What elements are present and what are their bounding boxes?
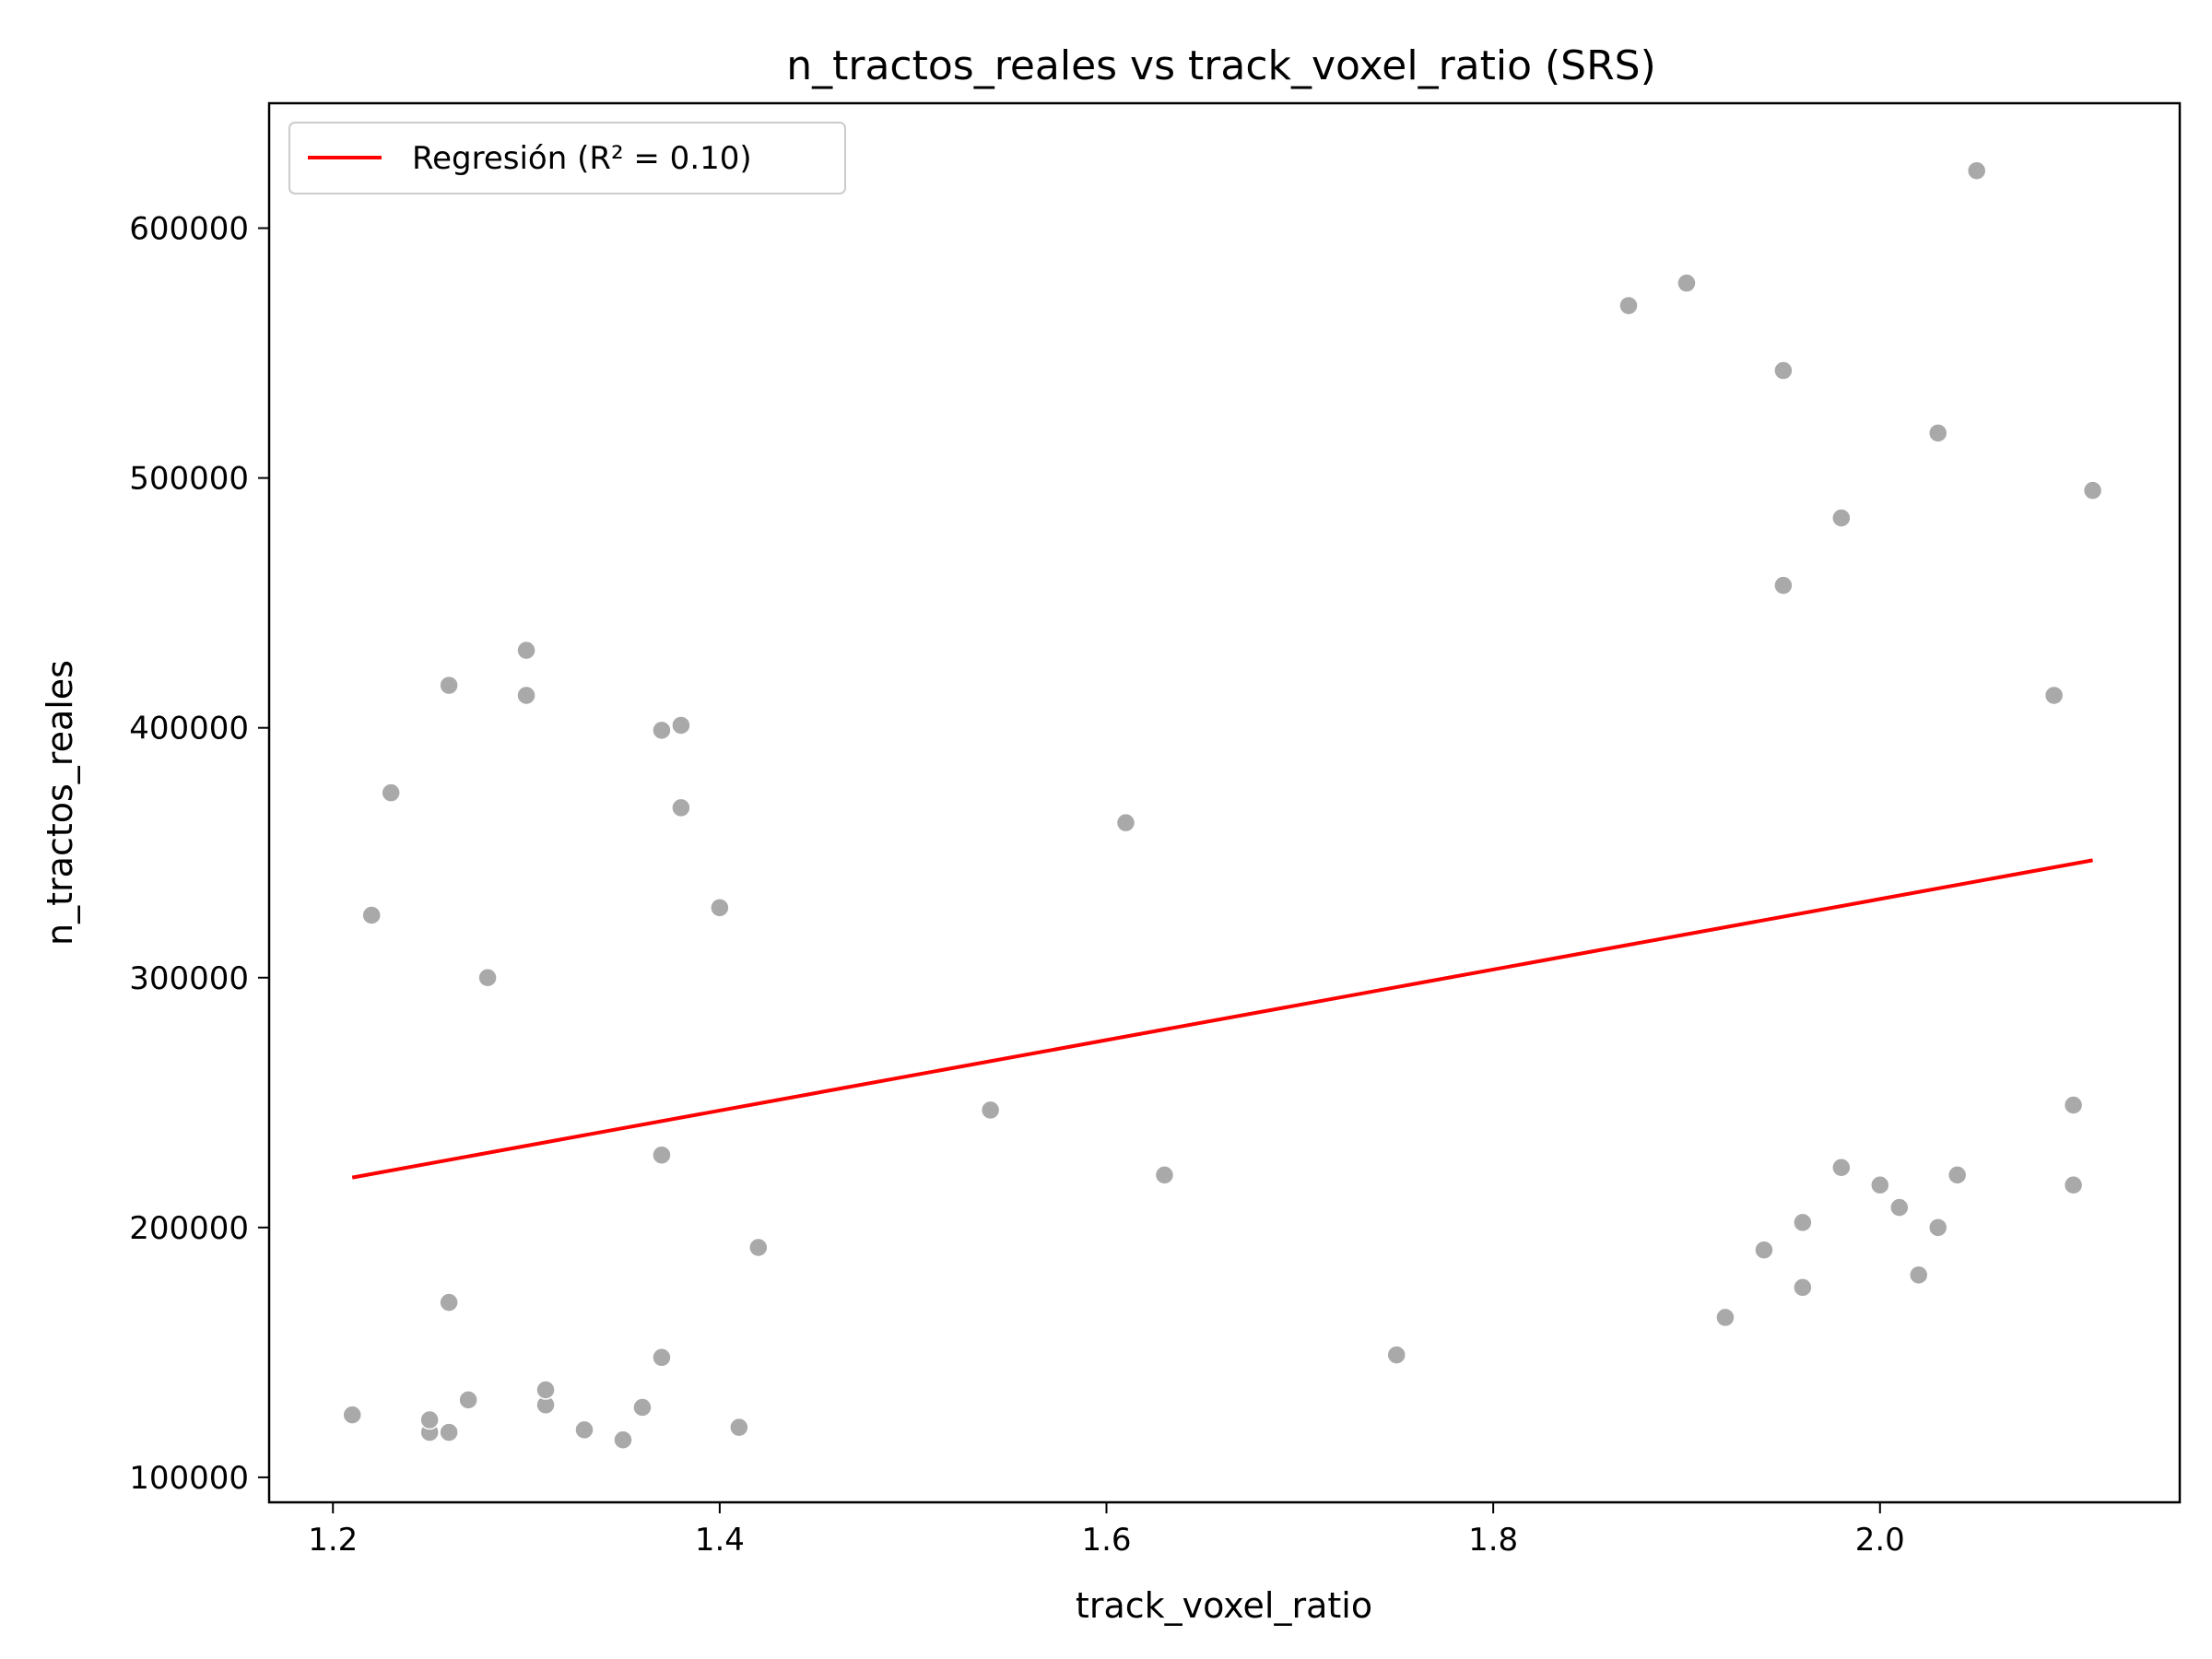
data-point (535, 1380, 556, 1400)
data-point (652, 1145, 672, 1165)
data-point (458, 1390, 478, 1410)
y-tick-label: 500000 (129, 461, 249, 498)
data-point (632, 1397, 653, 1418)
data-point (980, 1100, 1001, 1121)
x-axis-ticks: 1.2 1.4 1.6 1.8 2.0 (308, 1502, 1905, 1559)
data-point (1154, 1165, 1175, 1185)
regression-line (351, 858, 2093, 1180)
data-point (361, 905, 382, 925)
data-point (1677, 273, 1697, 293)
legend: Regresión (R² = 0.10) (288, 122, 846, 194)
data-point (1115, 812, 1136, 833)
y-tick-label: 100000 (129, 1460, 249, 1497)
data-point (652, 1347, 672, 1368)
y-tick-label: 300000 (129, 960, 249, 997)
x-tick-label: 2.0 (1855, 1522, 1905, 1559)
data-point (439, 1292, 459, 1312)
data-point (1831, 508, 1852, 528)
data-point (574, 1419, 594, 1441)
data-point (1793, 1212, 1813, 1233)
data-point (477, 968, 498, 988)
data-point (671, 715, 691, 735)
x-tick-label: 1.8 (1468, 1522, 1518, 1559)
data-point (1618, 295, 1639, 316)
data-point (2063, 1174, 2084, 1195)
data-point (1831, 1158, 1852, 1178)
data-point (710, 898, 730, 918)
x-tick-label: 1.2 (308, 1522, 358, 1559)
data-point (1927, 423, 1948, 443)
data-point (1773, 575, 1794, 595)
x-axis-label: track_voxel_ratio (1076, 1585, 1372, 1626)
y-tick-label: 200000 (129, 1210, 249, 1247)
y-tick-label: 400000 (129, 711, 249, 747)
data-point (516, 640, 536, 661)
chart-title: n_tractos_reales vs track_voxel_ratio (S… (786, 42, 1656, 89)
data-point (419, 1409, 440, 1430)
y-axis-ticks: 100000 200000 300000 400000 500000 600000 (129, 211, 269, 1497)
data-point (381, 782, 401, 803)
data-point (652, 720, 672, 741)
data-point (671, 797, 691, 818)
data-point (1715, 1307, 1735, 1328)
data-point (1947, 1165, 1968, 1185)
data-point (2043, 685, 2065, 706)
x-tick-label: 1.6 (1081, 1522, 1131, 1559)
data-point (1908, 1265, 1929, 1286)
legend-box (288, 122, 846, 194)
y-axis-label: n_tractos_reales (40, 660, 80, 946)
data-point (439, 1422, 459, 1442)
data-point (748, 1237, 769, 1258)
data-point (1889, 1197, 1910, 1218)
data-point (729, 1417, 749, 1438)
legend-entry-regression: Regresión (R² = 0.10) (412, 140, 752, 177)
data-point (2082, 480, 2103, 500)
data-point (1793, 1277, 1813, 1298)
data-point (613, 1430, 633, 1450)
data-point (516, 685, 536, 706)
data-point (1773, 360, 1794, 381)
data-point (1927, 1218, 1948, 1238)
plot-frame (267, 101, 2182, 1504)
data-point (1966, 160, 1987, 181)
data-point (1386, 1345, 1406, 1365)
regression-layer (351, 858, 2093, 1180)
y-tick-label: 600000 (129, 211, 249, 248)
data-point (342, 1405, 362, 1425)
data-point (439, 675, 459, 696)
data-point (2063, 1095, 2084, 1115)
x-tick-label: 1.4 (695, 1522, 745, 1559)
data-point (1754, 1240, 1774, 1260)
data-points (342, 160, 2103, 1450)
data-point (1870, 1174, 1890, 1195)
